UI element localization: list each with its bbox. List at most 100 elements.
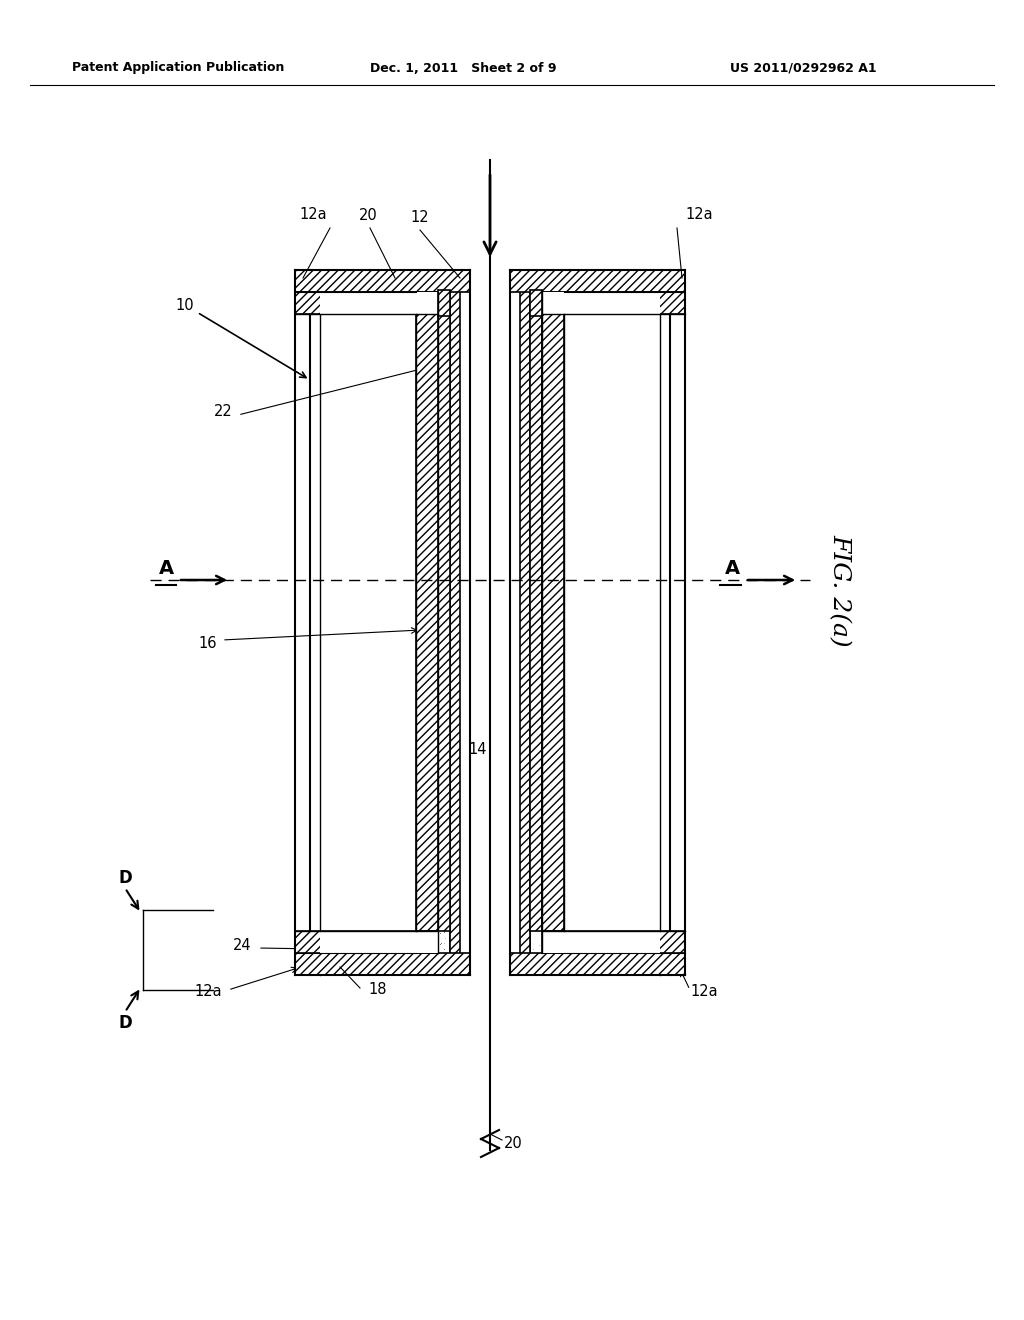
Point — [616, 677, 633, 698]
Point — [625, 445, 641, 466]
Point — [431, 748, 447, 770]
Point — [329, 269, 345, 290]
Point — [577, 490, 593, 511]
Point — [415, 506, 431, 527]
Point — [607, 936, 624, 957]
Point — [617, 684, 634, 705]
Point — [318, 907, 335, 928]
Point — [589, 459, 605, 480]
Point — [620, 354, 636, 375]
Point — [534, 322, 550, 343]
Point — [542, 912, 558, 933]
Point — [436, 628, 453, 649]
Point — [596, 898, 612, 919]
Point — [560, 714, 577, 735]
Point — [366, 550, 382, 572]
Point — [586, 820, 602, 841]
Point — [543, 857, 559, 878]
Point — [376, 463, 392, 484]
Point — [395, 784, 412, 805]
Point — [645, 705, 662, 726]
Point — [578, 809, 594, 830]
Point — [423, 734, 439, 755]
Point — [549, 797, 565, 818]
Point — [325, 903, 341, 924]
Point — [341, 375, 357, 396]
Point — [583, 579, 599, 601]
Point — [647, 678, 664, 700]
Point — [583, 378, 599, 399]
Point — [368, 463, 384, 484]
Point — [317, 323, 334, 345]
Point — [414, 624, 430, 645]
Point — [636, 894, 652, 915]
Bar — [319, 931, 438, 953]
Point — [616, 672, 633, 693]
Point — [327, 948, 343, 969]
Point — [617, 787, 634, 808]
Point — [568, 609, 585, 630]
Point — [558, 747, 574, 768]
Point — [335, 676, 351, 697]
Point — [344, 347, 360, 368]
Point — [336, 267, 352, 288]
Point — [414, 277, 430, 298]
Point — [614, 536, 631, 557]
Point — [384, 589, 400, 610]
Point — [416, 840, 432, 861]
Point — [615, 597, 632, 618]
Point — [557, 706, 573, 727]
Point — [642, 908, 658, 929]
Point — [634, 876, 650, 898]
Point — [327, 684, 343, 705]
Point — [344, 510, 360, 531]
Point — [416, 714, 432, 735]
Point — [593, 756, 609, 777]
Point — [641, 284, 657, 305]
Point — [594, 586, 610, 607]
Point — [602, 869, 618, 890]
Point — [610, 723, 627, 744]
Point — [571, 606, 588, 627]
Point — [556, 293, 572, 314]
Point — [635, 698, 651, 719]
Point — [535, 734, 551, 755]
Point — [383, 949, 399, 970]
Point — [594, 643, 610, 664]
Point — [379, 887, 395, 908]
Point — [392, 663, 409, 684]
Point — [582, 457, 598, 478]
Point — [400, 305, 417, 326]
Point — [526, 327, 543, 348]
Point — [585, 762, 601, 783]
Point — [427, 768, 443, 789]
Point — [378, 321, 394, 342]
Point — [435, 939, 452, 960]
Point — [559, 710, 575, 731]
Point — [379, 771, 395, 792]
Point — [439, 644, 456, 665]
Point — [581, 601, 597, 622]
Point — [377, 334, 393, 355]
Point — [415, 952, 431, 973]
Point — [346, 805, 362, 826]
Point — [378, 302, 394, 323]
Point — [644, 741, 660, 762]
Point — [361, 799, 378, 820]
Point — [402, 814, 419, 836]
Point — [591, 763, 607, 784]
Point — [401, 686, 418, 708]
Point — [438, 635, 455, 656]
Point — [429, 484, 445, 506]
Point — [354, 708, 371, 729]
Point — [649, 545, 666, 566]
Point — [321, 339, 337, 360]
Point — [345, 812, 361, 833]
Point — [406, 405, 422, 426]
Point — [370, 961, 386, 982]
Point — [550, 561, 566, 582]
Point — [407, 620, 423, 642]
Point — [584, 454, 600, 475]
Bar — [416, 314, 438, 931]
Point — [588, 276, 604, 297]
